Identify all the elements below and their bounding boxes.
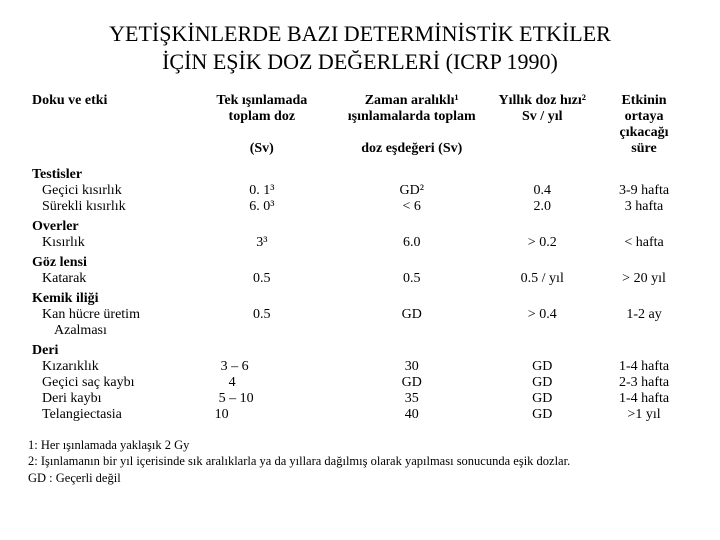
row-kisirlik: Kısırlık 3³ 6.0 > 0.2 < hafta: [28, 235, 692, 251]
cell-label: Geçici saç kaybı: [28, 375, 189, 391]
cell-label: Kızarıklık: [28, 359, 189, 375]
hdr-single-l2: toplam doz: [229, 109, 296, 124]
group-goz-label: Göz lensi: [28, 251, 189, 271]
cell-b: 5 – 10: [189, 391, 335, 407]
slide: YETİŞKİNLERDE BAZI DETERMİNİSTİK ETKİLER…: [0, 0, 720, 540]
cell-d: > 0.2: [488, 235, 596, 251]
cell-d: 0.4: [488, 183, 596, 199]
row-katarak: Katarak 0.5 0.5 0.5 / yıl > 20 yıl: [28, 271, 692, 287]
hdr-fraction-l2: ışınlamalarda toplam: [348, 109, 476, 124]
hdr-single-l1: Tek ışınlamada: [216, 93, 307, 108]
row-gecici-kisirlik: Geçici kısırlık 0. 1³ GD² 0.4 3-9 hafta: [28, 183, 692, 199]
cell-d: GD: [488, 359, 596, 375]
footnote-1: 1: Her ışınlamada yaklaşık 2 Gy: [28, 437, 692, 453]
hdr-annual-l2: Sv / yıl: [522, 109, 562, 124]
title-line-2: İÇİN EŞİK DOZ DEĞERLERİ (ICRP 1990): [162, 49, 558, 74]
table-header-row: Doku ve etki Tek ışınlamada toplam doz (…: [28, 93, 692, 163]
cell-b: 4: [189, 375, 335, 391]
cell-c: 6.0: [335, 235, 489, 251]
hdr-annual: Yıllık doz hızı² Sv / yıl: [488, 93, 596, 163]
cell-c: GD²: [335, 183, 489, 199]
cell-d: GD: [488, 391, 596, 407]
cell-d: 2.0: [488, 199, 596, 215]
title-line-1: YETİŞKİNLERDE BAZI DETERMİNİSTİK ETKİLER: [109, 21, 611, 46]
cell-c: GD: [335, 375, 489, 391]
cell-label: Telangiectasia: [28, 407, 189, 423]
group-deri: Deri: [28, 339, 692, 359]
row-kan-uretim: Kan hücre üretim 0.5 GD > 0.4 1-2 ay: [28, 307, 692, 323]
cell-e: < hafta: [596, 235, 692, 251]
cell-e: 1-4 hafta: [596, 391, 692, 407]
hdr-fraction-l3: doz eşdeğeri (Sv): [361, 141, 462, 156]
cell-e: 3 hafta: [596, 199, 692, 215]
group-kemik: Kemik iliği: [28, 287, 692, 307]
row-sac-kaybi: Geçici saç kaybı 4 GD GD 2-3 hafta: [28, 375, 692, 391]
group-testisler: Testisler: [28, 163, 692, 183]
cell-d: 0.5 / yıl: [488, 271, 596, 287]
hdr-single: Tek ışınlamada toplam doz (Sv): [189, 93, 335, 163]
row-kizariklik: Kızarıklık 3 – 6 30 GD 1-4 hafta: [28, 359, 692, 375]
row-surekli-kisirlik: Sürekli kısırlık 6. 0³ < 6 2.0 3 hafta: [28, 199, 692, 215]
group-goz: Göz lensi: [28, 251, 692, 271]
cell-e: 3-9 hafta: [596, 183, 692, 199]
cell-d: > 0.4: [488, 307, 596, 323]
slide-title: YETİŞKİNLERDE BAZI DETERMİNİSTİK ETKİLER…: [68, 20, 652, 75]
row-telangiectasia: Telangiectasia 10 40 GD >1 yıl: [28, 407, 692, 423]
cell-label: Kan hücre üretim: [28, 307, 189, 323]
hdr-fraction: Zaman aralıklı¹ ışınlamalarda toplam doz…: [335, 93, 489, 163]
cell-e: 2-3 hafta: [596, 375, 692, 391]
cell-e: >1 yıl: [596, 407, 692, 423]
cell-e: 1-2 ay: [596, 307, 692, 323]
cell-c: GD: [335, 307, 489, 323]
group-overler-label: Overler: [28, 215, 189, 235]
hdr-latency-l3: çıkacağı: [620, 125, 669, 140]
hdr-tissue-l1: Doku ve etki: [32, 93, 107, 108]
hdr-latency: Etkinin ortaya çıkacağı süre: [596, 93, 692, 163]
cell-label: Katarak: [28, 271, 189, 287]
group-deri-label: Deri: [28, 339, 189, 359]
cell-label: Geçici kısırlık: [28, 183, 189, 199]
cell-b: 0. 1³: [189, 183, 335, 199]
hdr-tissue: Doku ve etki: [28, 93, 189, 163]
group-testisler-label: Testisler: [28, 163, 189, 183]
cell-label: Deri kaybı: [28, 391, 189, 407]
cell-b: 10: [189, 407, 335, 423]
group-overler: Overler: [28, 215, 692, 235]
cell-label: Kısırlık: [28, 235, 189, 251]
cell-b: 6. 0³: [189, 199, 335, 215]
hdr-single-l3: (Sv): [250, 141, 274, 156]
hdr-annual-l1: Yıllık doz hızı²: [499, 93, 586, 108]
cell-c: < 6: [335, 199, 489, 215]
cell-e: > 20 yıl: [596, 271, 692, 287]
cell-label: Sürekli kısırlık: [28, 199, 189, 215]
footnotes: 1: Her ışınlamada yaklaşık 2 Gy 2: Işınl…: [28, 437, 692, 486]
threshold-table: Doku ve etki Tek ışınlamada toplam doz (…: [28, 93, 692, 423]
cell-e: 1-4 hafta: [596, 359, 692, 375]
cell-c: 30: [335, 359, 489, 375]
hdr-latency-l2: ortaya: [625, 109, 664, 124]
footnote-2: 2: Işınlamanın bir yıl içerisinde sık ar…: [28, 453, 692, 469]
hdr-fraction-l1: Zaman aralıklı¹: [365, 93, 459, 108]
cell-d: GD: [488, 407, 596, 423]
group-kemik-label: Kemik iliği: [28, 287, 189, 307]
cell-b: 3³: [189, 235, 335, 251]
cell-b: 0.5: [189, 271, 335, 287]
cell-label: Azalması: [28, 323, 189, 339]
row-deri-kaybi: Deri kaybı 5 – 10 35 GD 1-4 hafta: [28, 391, 692, 407]
cell-c: 0.5: [335, 271, 489, 287]
hdr-latency-l1: Etkinin: [621, 93, 666, 108]
cell-d: GD: [488, 375, 596, 391]
cell-c: 35: [335, 391, 489, 407]
row-kan-azalmasi: Azalması: [28, 323, 692, 339]
cell-b: 0.5: [189, 307, 335, 323]
cell-c: 40: [335, 407, 489, 423]
cell-b: 3 – 6: [189, 359, 335, 375]
footnote-gd: GD : Geçerli değil: [28, 470, 692, 486]
hdr-latency-l4: süre: [631, 141, 656, 156]
